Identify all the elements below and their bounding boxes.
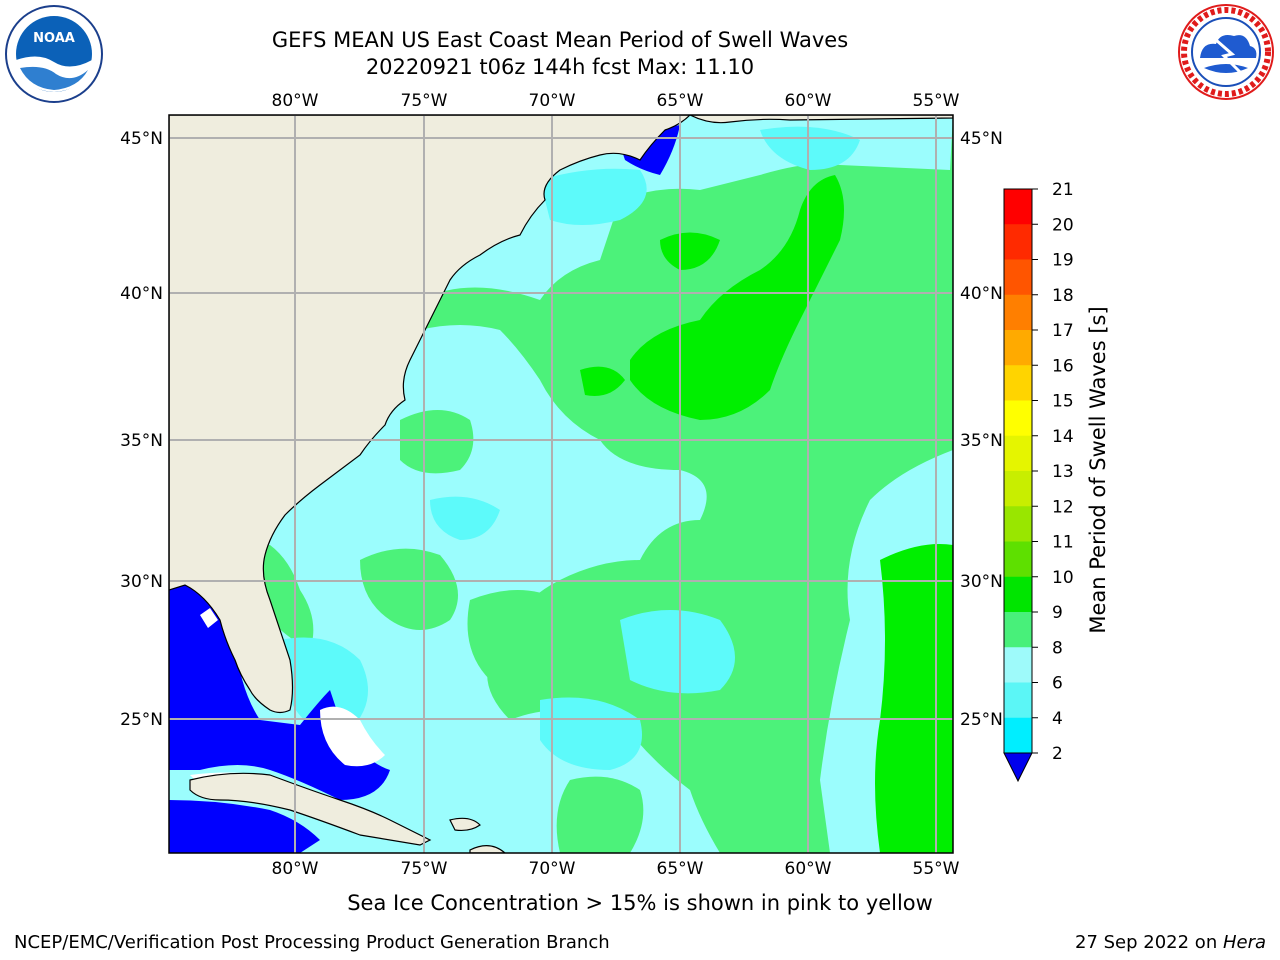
colorbar-segment — [1004, 682, 1032, 719]
colorbar-segment — [1004, 647, 1032, 683]
lat-label: 40°N — [120, 284, 163, 304]
colorbar-segment — [1004, 224, 1032, 260]
lat-label: 25°N — [120, 710, 163, 730]
lat-label: 45°N — [960, 129, 1003, 149]
footer-date-text: 27 Sep 2022 on — [1075, 932, 1223, 953]
colorbar-tick-label: 13 — [1052, 462, 1074, 482]
lon-label: 80°W — [272, 859, 319, 879]
chart-subtitle: 20220921 t06z 144h fcst Max: 11.10 — [365, 55, 755, 79]
graticule — [169, 115, 953, 853]
colorbar-segment — [1004, 506, 1032, 542]
colorbar-tick-label: 10 — [1052, 568, 1074, 588]
colorbar-segment — [1004, 294, 1032, 331]
lat-label: 35°N — [120, 431, 163, 451]
colorbar-segment — [1004, 471, 1032, 507]
colorbar-segment — [1004, 612, 1032, 648]
lon-label: 65°W — [657, 91, 704, 111]
colorbar-segment — [1004, 330, 1032, 366]
colorbar-segment — [1004, 435, 1032, 472]
lat-label: 45°N — [120, 129, 163, 149]
lat-label: 30°N — [120, 572, 163, 592]
lat-labels-left: 45°N 40°N 35°N 30°N 25°N — [120, 129, 163, 730]
colorbar-extension — [1003, 752, 1033, 783]
lon-label: 80°W — [272, 91, 319, 111]
footer-credit: NCEP/EMC/Verification Post Processing Pr… — [14, 932, 610, 953]
colorbar-segment — [1004, 541, 1032, 578]
map-frame — [168, 114, 954, 854]
lon-label: 75°W — [401, 91, 448, 111]
colorbar-tick-label: 12 — [1052, 497, 1074, 517]
colorbar: 21 20 19 18 17 16 15 14 13 12 11 10 9 8 6 4 2 — [1003, 180, 1074, 783]
colorbar-tick-label: 11 — [1052, 533, 1074, 553]
lat-label: 35°N — [960, 431, 1003, 451]
colorbar-tick-label: 17 — [1052, 321, 1074, 341]
lat-label: 25°N — [960, 710, 1003, 730]
lon-label: 65°W — [657, 859, 704, 879]
colorbar-tick-label: 9 — [1052, 603, 1063, 623]
lon-label: 55°W — [913, 859, 960, 879]
footer-date: 27 Sep 2022 on Hera — [1075, 932, 1266, 953]
lon-label: 70°W — [529, 859, 576, 879]
colorbar-tick-label: 19 — [1052, 251, 1074, 271]
colorbar-segment — [1004, 576, 1032, 613]
lat-label: 40°N — [960, 284, 1003, 304]
lon-label: 60°W — [785, 91, 832, 111]
lon-labels-bottom: 80°W 75°W 70°W 65°W 60°W 55°W — [272, 859, 960, 879]
colorbar-tick-label: 16 — [1052, 356, 1074, 376]
colorbar-tick-label: 15 — [1052, 392, 1074, 412]
nws-logo-icon — [1178, 4, 1274, 100]
colorbar-tick-label: 2 — [1052, 744, 1063, 764]
colorbar-tick-label: 14 — [1052, 427, 1074, 447]
swell-period-contour-10-11 — [580, 175, 953, 853]
colorbar-segment — [1004, 400, 1032, 437]
noaa-logo-icon: NOAA — [5, 5, 103, 103]
colorbar-segment — [1004, 365, 1032, 401]
lon-label: 70°W — [529, 91, 576, 111]
lon-label: 60°W — [785, 859, 832, 879]
lon-labels-top: 80°W 75°W 70°W 65°W 60°W 55°W — [272, 91, 960, 111]
colorbar-label: Mean Period of Swell Waves [s] — [1086, 306, 1110, 633]
map-area — [169, 115, 953, 853]
colorbar-tick-label: 4 — [1052, 709, 1063, 729]
lat-labels-right: 45°N 40°N 35°N 30°N 25°N — [960, 129, 1003, 730]
colorbar-segment — [1004, 259, 1032, 296]
swell-period-contour-8-9 — [280, 126, 860, 770]
lon-label: 55°W — [913, 91, 960, 111]
lon-label: 75°W — [401, 859, 448, 879]
colorbar-tick-label: 8 — [1052, 638, 1063, 658]
chart-title: GEFS MEAN US East Coast Mean Period of S… — [271, 28, 849, 52]
colorbar-segment — [1004, 189, 1032, 225]
colorbar-tick-label: 6 — [1052, 674, 1063, 694]
colorbar-tick-label: 18 — [1052, 286, 1074, 306]
lat-label: 30°N — [960, 572, 1003, 592]
colorbar-tick-label: 20 — [1052, 215, 1074, 235]
colorbar-tick-label: 21 — [1052, 180, 1074, 200]
sea-ice-note: Sea Ice Concentration > 15% is shown in … — [347, 891, 933, 915]
colorbar-segment — [1004, 717, 1032, 754]
noaa-logo-text: NOAA — [33, 31, 75, 46]
footer-host: Hera — [1222, 932, 1266, 953]
